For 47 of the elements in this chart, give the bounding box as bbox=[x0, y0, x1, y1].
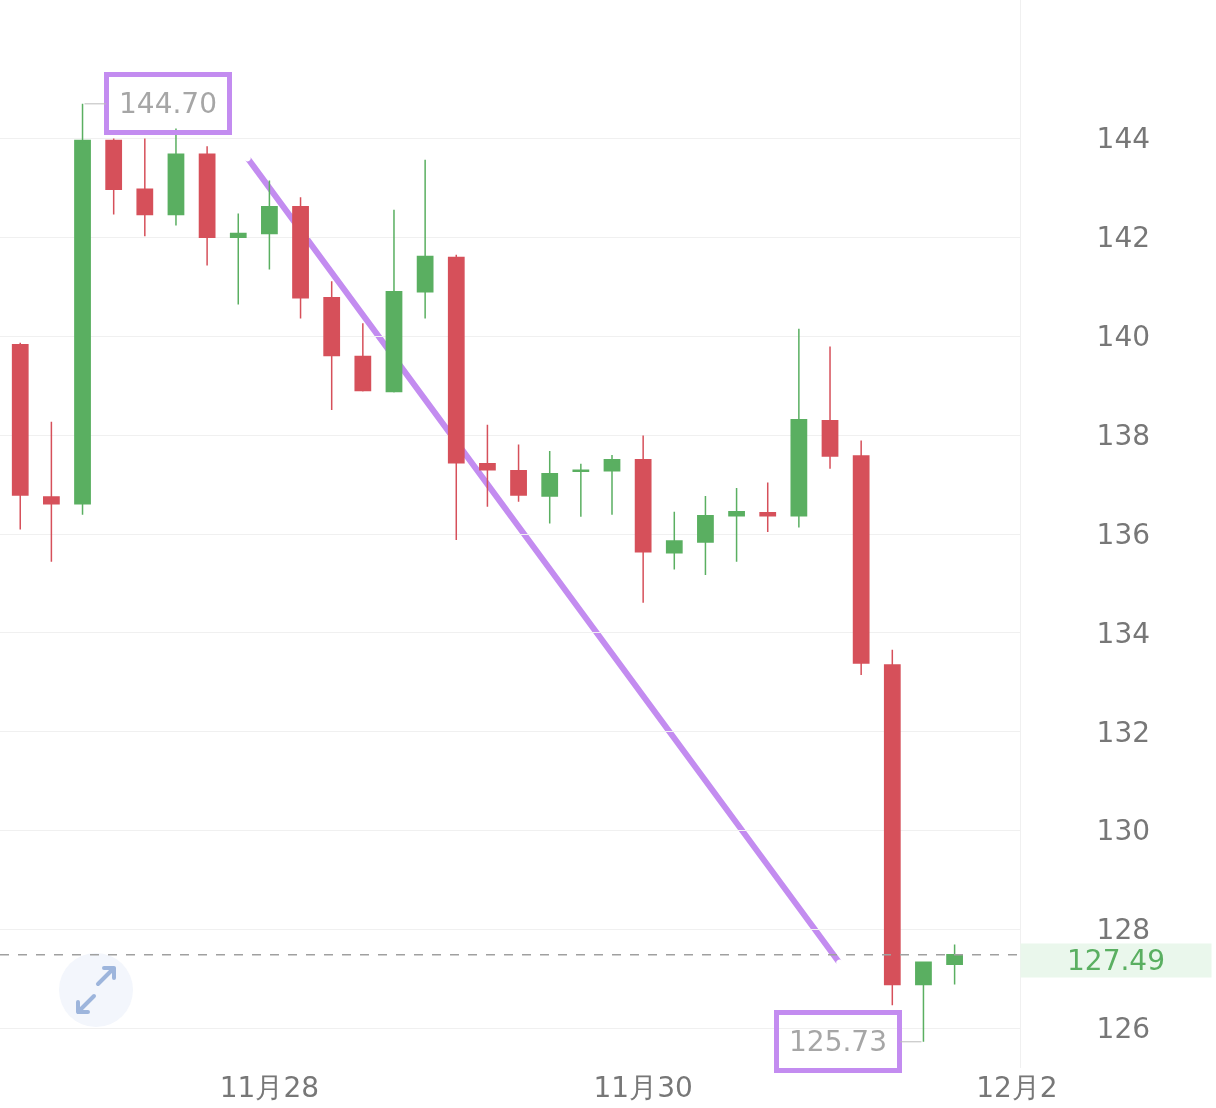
x-tick-label: 11月30 bbox=[593, 1071, 693, 1104]
x-tick-label: 12月2 bbox=[976, 1071, 1058, 1104]
candlestick bbox=[603, 454, 621, 516]
ref-line-label: 127.49 bbox=[1067, 944, 1165, 977]
candlestick bbox=[323, 280, 341, 411]
y-tick-label: 136 bbox=[1096, 517, 1151, 551]
annotation: 144.70 bbox=[119, 87, 217, 120]
candlestick bbox=[821, 345, 839, 470]
y-tick-label: 126 bbox=[1096, 1012, 1151, 1046]
y-tick-label: 142 bbox=[1096, 221, 1151, 255]
candlestick bbox=[261, 179, 278, 271]
candlestick bbox=[572, 463, 590, 518]
y-tick-label: 144 bbox=[1096, 122, 1151, 156]
candlestick bbox=[790, 328, 808, 529]
candlestick bbox=[479, 423, 496, 508]
candlestick bbox=[354, 322, 372, 393]
candlestick bbox=[665, 511, 683, 571]
candlestick bbox=[946, 943, 963, 986]
candlestick bbox=[11, 341, 29, 531]
candlestick bbox=[510, 443, 527, 503]
candlestick bbox=[759, 481, 777, 533]
y-tick-label: 140 bbox=[1096, 320, 1151, 354]
candlestick bbox=[697, 495, 714, 576]
candlestick bbox=[883, 648, 901, 1006]
candlestick bbox=[728, 487, 745, 563]
candlestick bbox=[136, 137, 154, 238]
candlestick bbox=[229, 212, 247, 306]
candlestick bbox=[541, 450, 559, 525]
candlestick bbox=[634, 434, 652, 604]
candlestick bbox=[74, 103, 91, 516]
y-tick-label: 130 bbox=[1096, 814, 1151, 848]
y-tick-label: 128 bbox=[1096, 913, 1151, 947]
annotation: 125.73 bbox=[789, 1025, 887, 1058]
y-tick-label: 132 bbox=[1096, 715, 1151, 749]
candlestick bbox=[416, 158, 434, 320]
y-tick-label: 134 bbox=[1096, 616, 1151, 650]
candlestick bbox=[167, 127, 185, 227]
candlestick bbox=[915, 961, 932, 1043]
candlestick bbox=[105, 137, 123, 216]
candlestick bbox=[852, 439, 870, 676]
y-tick-label: 138 bbox=[1096, 418, 1151, 452]
candlestick bbox=[385, 208, 403, 394]
candlestick bbox=[447, 253, 465, 541]
x-tick-label: 11月28 bbox=[219, 1071, 320, 1104]
candlestick bbox=[198, 145, 216, 267]
candlestick bbox=[292, 196, 309, 320]
candlestick bbox=[43, 421, 60, 563]
